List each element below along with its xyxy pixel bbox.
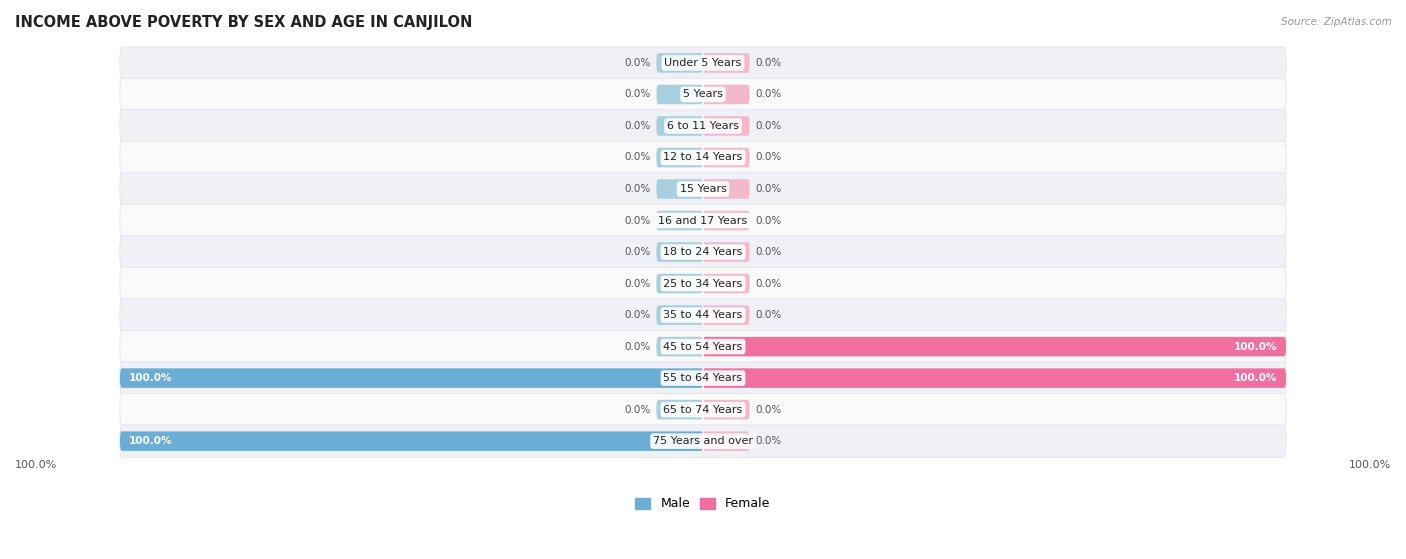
FancyBboxPatch shape (657, 179, 703, 199)
FancyBboxPatch shape (703, 274, 749, 293)
FancyBboxPatch shape (703, 368, 1286, 388)
FancyBboxPatch shape (120, 141, 1286, 174)
Text: 0.0%: 0.0% (755, 310, 782, 320)
Text: 0.0%: 0.0% (624, 247, 651, 257)
FancyBboxPatch shape (703, 53, 749, 73)
FancyBboxPatch shape (703, 116, 749, 136)
Legend: Male, Female: Male, Female (630, 492, 776, 515)
FancyBboxPatch shape (703, 242, 749, 262)
FancyBboxPatch shape (120, 362, 1286, 394)
Text: 100.0%: 100.0% (1234, 342, 1277, 352)
Text: 55 to 64 Years: 55 to 64 Years (664, 373, 742, 383)
FancyBboxPatch shape (657, 274, 703, 293)
Text: 0.0%: 0.0% (624, 216, 651, 225)
Text: Under 5 Years: Under 5 Years (665, 58, 741, 68)
Text: 0.0%: 0.0% (755, 121, 782, 131)
Text: 35 to 44 Years: 35 to 44 Years (664, 310, 742, 320)
FancyBboxPatch shape (703, 337, 1286, 356)
Text: 0.0%: 0.0% (624, 121, 651, 131)
Text: 0.0%: 0.0% (755, 278, 782, 288)
FancyBboxPatch shape (703, 305, 749, 325)
FancyBboxPatch shape (703, 179, 749, 199)
Text: 0.0%: 0.0% (624, 153, 651, 163)
FancyBboxPatch shape (120, 330, 1286, 363)
FancyBboxPatch shape (703, 148, 749, 167)
FancyBboxPatch shape (703, 432, 749, 451)
Text: 0.0%: 0.0% (755, 405, 782, 415)
FancyBboxPatch shape (657, 305, 703, 325)
FancyBboxPatch shape (657, 211, 703, 230)
Text: 45 to 54 Years: 45 to 54 Years (664, 342, 742, 352)
Text: 65 to 74 Years: 65 to 74 Years (664, 405, 742, 415)
FancyBboxPatch shape (120, 368, 703, 388)
FancyBboxPatch shape (657, 148, 703, 167)
Text: 100.0%: 100.0% (129, 373, 172, 383)
Text: INCOME ABOVE POVERTY BY SEX AND AGE IN CANJILON: INCOME ABOVE POVERTY BY SEX AND AGE IN C… (15, 15, 472, 30)
Text: 0.0%: 0.0% (624, 58, 651, 68)
FancyBboxPatch shape (120, 425, 1286, 457)
Text: 15 Years: 15 Years (679, 184, 727, 194)
Text: Source: ZipAtlas.com: Source: ZipAtlas.com (1281, 17, 1392, 27)
FancyBboxPatch shape (657, 337, 703, 356)
FancyBboxPatch shape (703, 400, 749, 419)
Text: 0.0%: 0.0% (755, 216, 782, 225)
Text: 0.0%: 0.0% (755, 89, 782, 100)
Text: 6 to 11 Years: 6 to 11 Years (666, 121, 740, 131)
Text: 5 Years: 5 Years (683, 89, 723, 100)
FancyBboxPatch shape (120, 173, 1286, 205)
Text: 0.0%: 0.0% (755, 436, 782, 446)
FancyBboxPatch shape (120, 204, 1286, 237)
Text: 75 Years and over: 75 Years and over (652, 436, 754, 446)
FancyBboxPatch shape (120, 432, 703, 451)
Text: 25 to 34 Years: 25 to 34 Years (664, 278, 742, 288)
FancyBboxPatch shape (120, 394, 1286, 426)
Text: 0.0%: 0.0% (624, 342, 651, 352)
FancyBboxPatch shape (657, 85, 703, 104)
Text: 100.0%: 100.0% (15, 459, 58, 470)
FancyBboxPatch shape (120, 236, 1286, 268)
Text: 0.0%: 0.0% (755, 247, 782, 257)
Text: 100.0%: 100.0% (1234, 373, 1277, 383)
Text: 0.0%: 0.0% (755, 58, 782, 68)
FancyBboxPatch shape (120, 47, 1286, 79)
FancyBboxPatch shape (657, 53, 703, 73)
Text: 0.0%: 0.0% (624, 278, 651, 288)
FancyBboxPatch shape (657, 116, 703, 136)
Text: 0.0%: 0.0% (624, 310, 651, 320)
FancyBboxPatch shape (657, 242, 703, 262)
Text: 100.0%: 100.0% (129, 436, 172, 446)
FancyBboxPatch shape (703, 211, 749, 230)
FancyBboxPatch shape (120, 78, 1286, 111)
Text: 16 and 17 Years: 16 and 17 Years (658, 216, 748, 225)
Text: 12 to 14 Years: 12 to 14 Years (664, 153, 742, 163)
Text: 18 to 24 Years: 18 to 24 Years (664, 247, 742, 257)
Text: 0.0%: 0.0% (755, 153, 782, 163)
Text: 100.0%: 100.0% (1348, 459, 1391, 470)
FancyBboxPatch shape (657, 400, 703, 419)
FancyBboxPatch shape (120, 267, 1286, 300)
FancyBboxPatch shape (120, 110, 1286, 142)
Text: 0.0%: 0.0% (624, 405, 651, 415)
Text: 0.0%: 0.0% (624, 89, 651, 100)
FancyBboxPatch shape (703, 85, 749, 104)
FancyBboxPatch shape (120, 299, 1286, 331)
Text: 0.0%: 0.0% (755, 184, 782, 194)
Text: 0.0%: 0.0% (624, 184, 651, 194)
